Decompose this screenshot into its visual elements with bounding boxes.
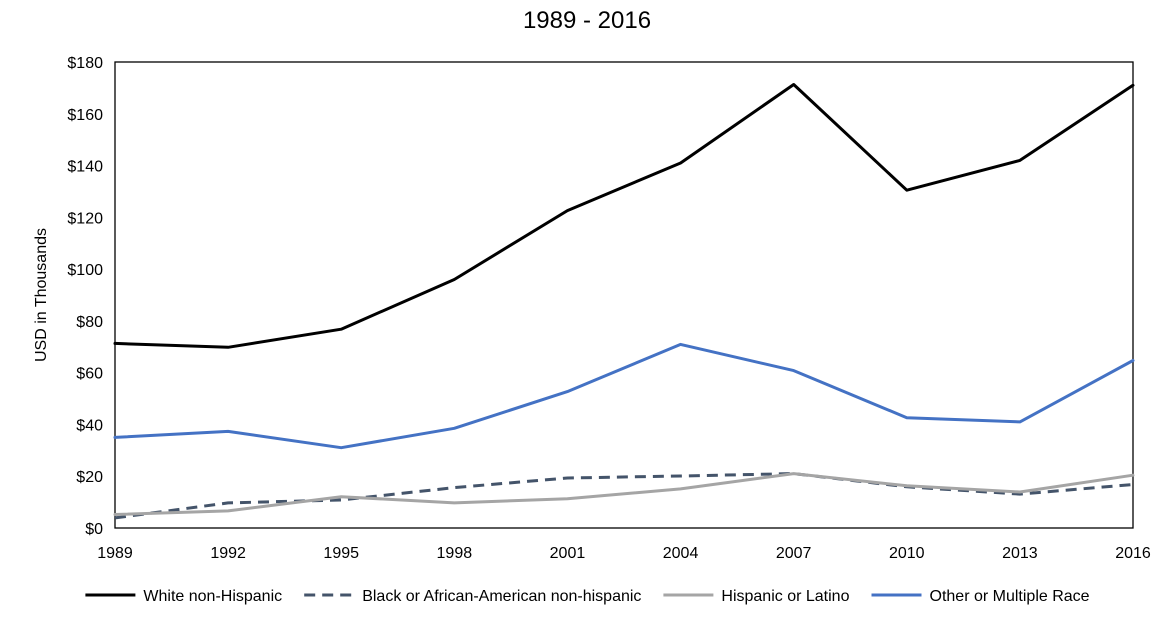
x-tick-label: 2004	[663, 545, 699, 562]
x-tick-label: 2001	[550, 545, 586, 562]
y-tick-label: $140	[67, 159, 103, 176]
y-tick-label: $60	[76, 366, 103, 383]
x-tick-label: 1998	[437, 545, 473, 562]
y-axis-tick-labels: $0 $20 $40 $60 $80 $100 $120 $140 $160 $180	[67, 55, 103, 538]
y-tick-label: $120	[67, 210, 103, 227]
legend-item: Black or African-American non-hispanic	[304, 588, 641, 605]
legend-item: White non-Hispanic	[85, 588, 282, 605]
x-tick-label: 2007	[776, 545, 812, 562]
legend-label: Other or Multiple Race	[930, 588, 1090, 605]
series-lines	[113, 83, 1135, 520]
x-tick-label: 2013	[1002, 545, 1038, 562]
y-tick-label: $40	[76, 417, 103, 434]
y-tick-label: $0	[85, 521, 103, 538]
x-tick-label: 1995	[323, 545, 359, 562]
x-tick-label: 2010	[889, 545, 925, 562]
legend-label: Black or African-American non-hispanic	[362, 588, 641, 605]
legend-label: Hispanic or Latino	[721, 588, 849, 605]
x-tick-label: 1989	[97, 545, 133, 562]
y-tick-label: $100	[67, 262, 103, 279]
y-tick-label: $180	[67, 55, 103, 72]
legend-item: Other or Multiple Race	[871, 588, 1090, 605]
y-tick-label: $20	[76, 469, 103, 486]
series-line-2	[113, 472, 1135, 516]
x-tick-label: 1992	[210, 545, 246, 562]
series-line-0	[113, 83, 1135, 349]
series-line-3	[113, 342, 1135, 450]
chart-title: 1989 - 2016	[523, 7, 651, 34]
y-tick-label: $160	[67, 107, 103, 124]
series-line-1	[114, 472, 1134, 520]
legend-label: White non-Hispanic	[143, 588, 282, 605]
plot-area-frame	[114, 61, 1134, 529]
x-tick-label: 2016	[1115, 545, 1151, 562]
y-tick-label: $80	[76, 314, 103, 331]
y-axis-title: USD in Thousands	[33, 228, 50, 362]
legend: White non-Hispanic Black or African-Ameri…	[85, 588, 1090, 605]
x-axis-tick-labels: 1989 1992 1995 1998 2001 2004 2007 2010 2013 2016	[97, 545, 1151, 562]
legend-item: Hispanic or Latino	[663, 588, 850, 605]
